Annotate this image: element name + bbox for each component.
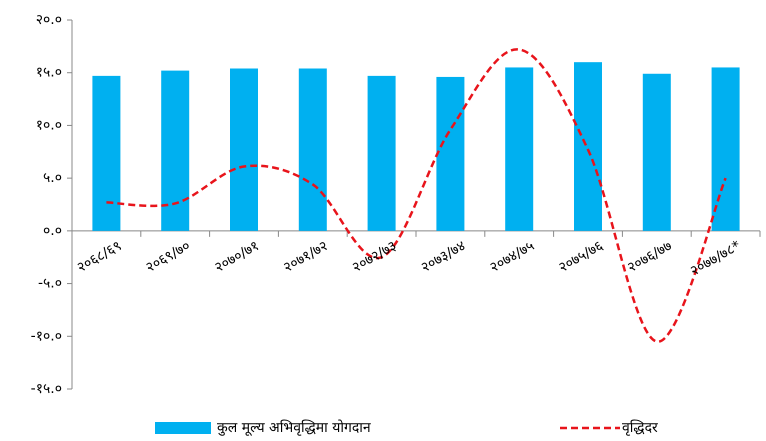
x-tick-label: २०७७/७८* — [688, 238, 744, 280]
bar — [505, 67, 534, 231]
y-tick-label: -१५.० — [31, 381, 62, 397]
x-tick-label: २०६८/६९ — [74, 238, 124, 276]
bar — [711, 67, 740, 231]
y-tick-label: ०.० — [43, 223, 62, 239]
bar — [642, 73, 671, 231]
bar — [367, 75, 396, 231]
x-tick-label: २०७१/७२ — [281, 238, 331, 276]
x-tick-label: २०७३/७४ — [418, 238, 468, 276]
y-tick-label: २०.० — [36, 12, 62, 28]
x-tick-label: २०७४/७५ — [487, 238, 537, 276]
legend-label: वृद्धिदर — [622, 419, 658, 436]
x-tick-label: २०७२/७३ — [350, 238, 400, 276]
y-tick-label: -१०.० — [31, 328, 62, 344]
y-tick-label: -५.० — [38, 276, 62, 292]
x-tick-label: २०७५/७६ — [556, 238, 606, 276]
bar — [436, 76, 465, 231]
legend-swatch — [155, 422, 211, 434]
bar — [92, 75, 121, 231]
bar — [161, 70, 190, 231]
legend-label: कुल मूल्य अभिवृद्धिमा योगदान — [217, 419, 371, 436]
y-tick-label: ५.० — [43, 170, 62, 186]
x-tick-label: २०७६/७७ — [625, 238, 675, 276]
bar — [230, 68, 258, 231]
line — [106, 48, 727, 343]
y-tick-label: १५.० — [36, 65, 62, 81]
x-tick-label: २०६९/७० — [143, 238, 193, 276]
x-tick-label: २०७०/७१ — [212, 238, 262, 276]
bar — [298, 68, 327, 231]
bar — [574, 62, 602, 231]
y-tick-label: १०.० — [36, 117, 62, 133]
